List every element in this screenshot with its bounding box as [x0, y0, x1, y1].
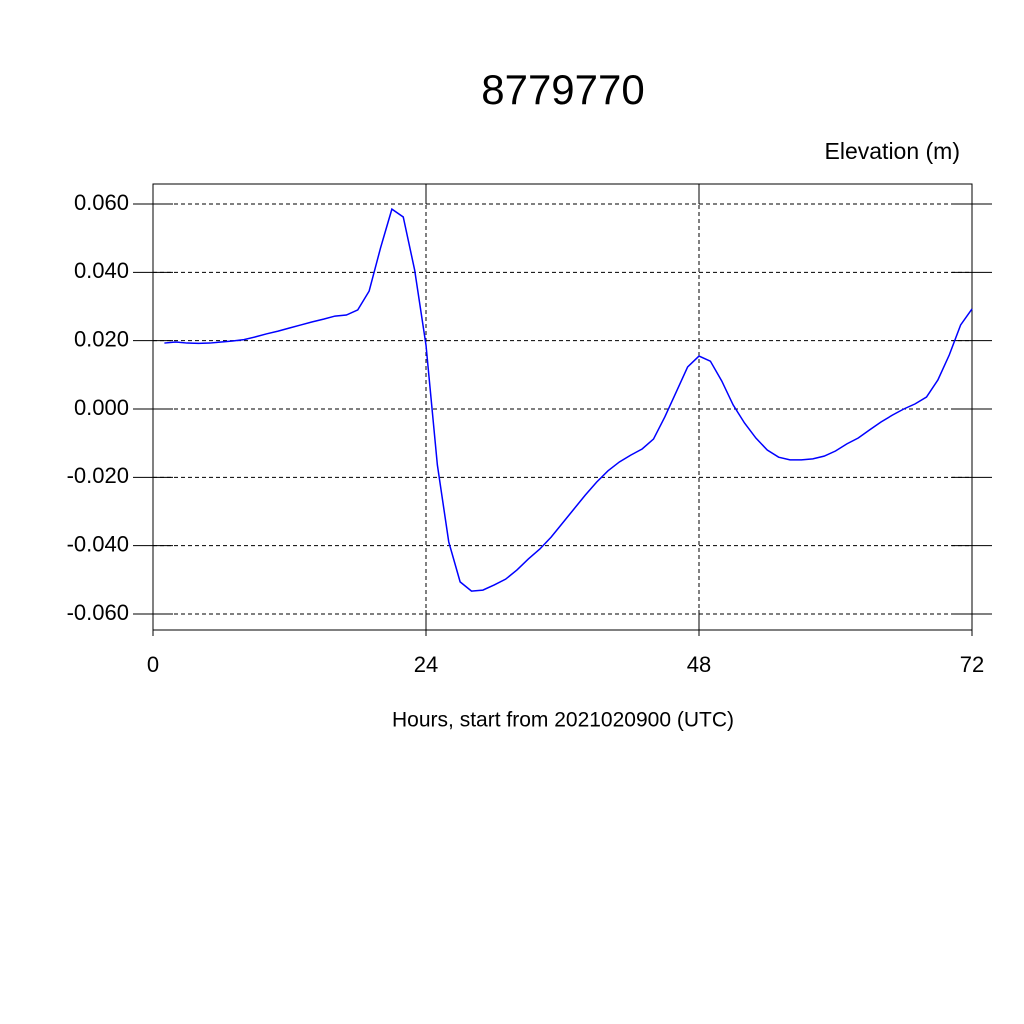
- x-tick-label: 0: [147, 652, 159, 677]
- y-tick-label: 0.040: [74, 258, 129, 283]
- x-tick-label: 72: [960, 652, 984, 677]
- chart-title: 8779770: [481, 66, 645, 113]
- y-tick-label: -0.060: [67, 600, 129, 625]
- x-tick-label: 24: [414, 652, 438, 677]
- data-line: [164, 207, 973, 592]
- x-axis-label: Hours, start from 2021020900 (UTC): [392, 709, 734, 732]
- y-tick-label: -0.020: [67, 463, 129, 488]
- x-tick-label: 48: [687, 652, 711, 677]
- y-tick-label: 0.000: [74, 395, 129, 420]
- y-tick-label: -0.040: [67, 531, 129, 556]
- y-axis-label: Elevation (m): [825, 138, 960, 164]
- plot-frame: [152, 183, 973, 631]
- y-tick-label: 0.020: [74, 326, 129, 351]
- y-tick-label: 0.060: [74, 190, 129, 215]
